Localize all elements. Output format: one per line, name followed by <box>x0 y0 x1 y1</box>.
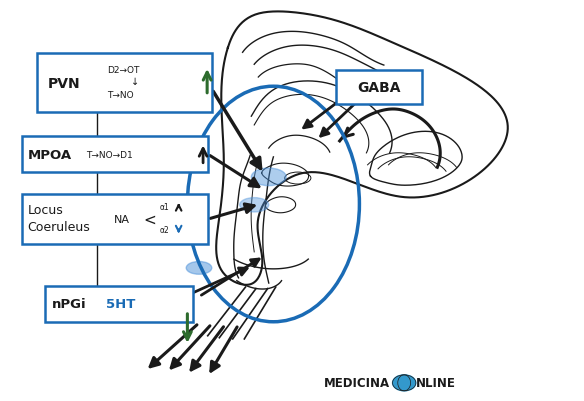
FancyBboxPatch shape <box>22 194 208 244</box>
Text: D2→OT: D2→OT <box>107 66 140 75</box>
FancyBboxPatch shape <box>45 286 193 322</box>
Text: NLINE: NLINE <box>416 377 456 389</box>
Text: 5HT: 5HT <box>106 298 135 310</box>
Text: NA: NA <box>113 215 130 225</box>
Text: Coeruleus: Coeruleus <box>27 221 91 233</box>
Text: nPGi: nPGi <box>52 298 86 310</box>
FancyBboxPatch shape <box>37 54 212 113</box>
FancyBboxPatch shape <box>336 71 422 105</box>
Text: T→NO: T→NO <box>107 91 134 100</box>
Text: α1: α1 <box>160 203 170 211</box>
Text: Locus: Locus <box>27 204 63 217</box>
Text: GABA: GABA <box>357 81 401 95</box>
Text: ↓: ↓ <box>131 77 139 87</box>
Text: PVN: PVN <box>48 77 81 90</box>
Text: <: < <box>144 212 157 227</box>
Ellipse shape <box>251 169 286 186</box>
Text: α2: α2 <box>160 226 170 235</box>
FancyBboxPatch shape <box>22 137 208 172</box>
Text: MPOA: MPOA <box>27 148 72 161</box>
Ellipse shape <box>239 198 269 213</box>
Text: T→NO→D1: T→NO→D1 <box>86 150 133 159</box>
Text: MEDICINA: MEDICINA <box>324 377 390 389</box>
Circle shape <box>392 375 416 391</box>
Ellipse shape <box>186 262 212 275</box>
